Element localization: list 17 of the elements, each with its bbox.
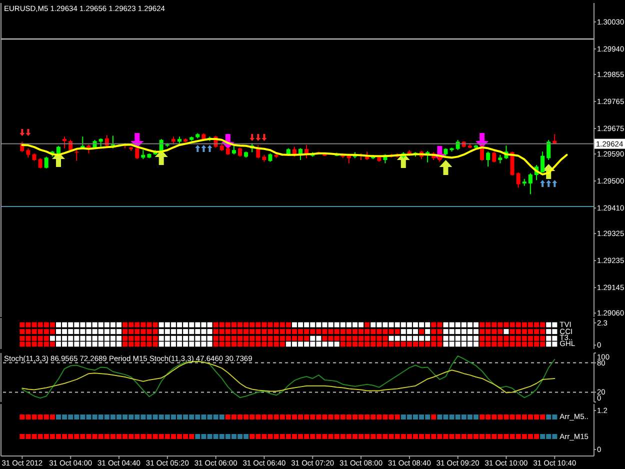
candlestick [44, 156, 48, 169]
candlestick [516, 172, 520, 188]
candlestick [26, 148, 30, 158]
candlestick [38, 158, 42, 169]
candlestick [232, 144, 236, 155]
candlestick [486, 151, 490, 168]
candlestick [141, 150, 146, 160]
candlestick [86, 144, 91, 154]
candlestick [74, 150, 79, 162]
candlestick [528, 172, 532, 195]
candlestick [546, 139, 551, 160]
candlestick [135, 146, 140, 160]
candlestick [62, 136, 67, 149]
candlestick [540, 151, 545, 173]
candlestick [238, 147, 242, 158]
candlestick [492, 151, 496, 163]
candlestick [56, 145, 60, 156]
